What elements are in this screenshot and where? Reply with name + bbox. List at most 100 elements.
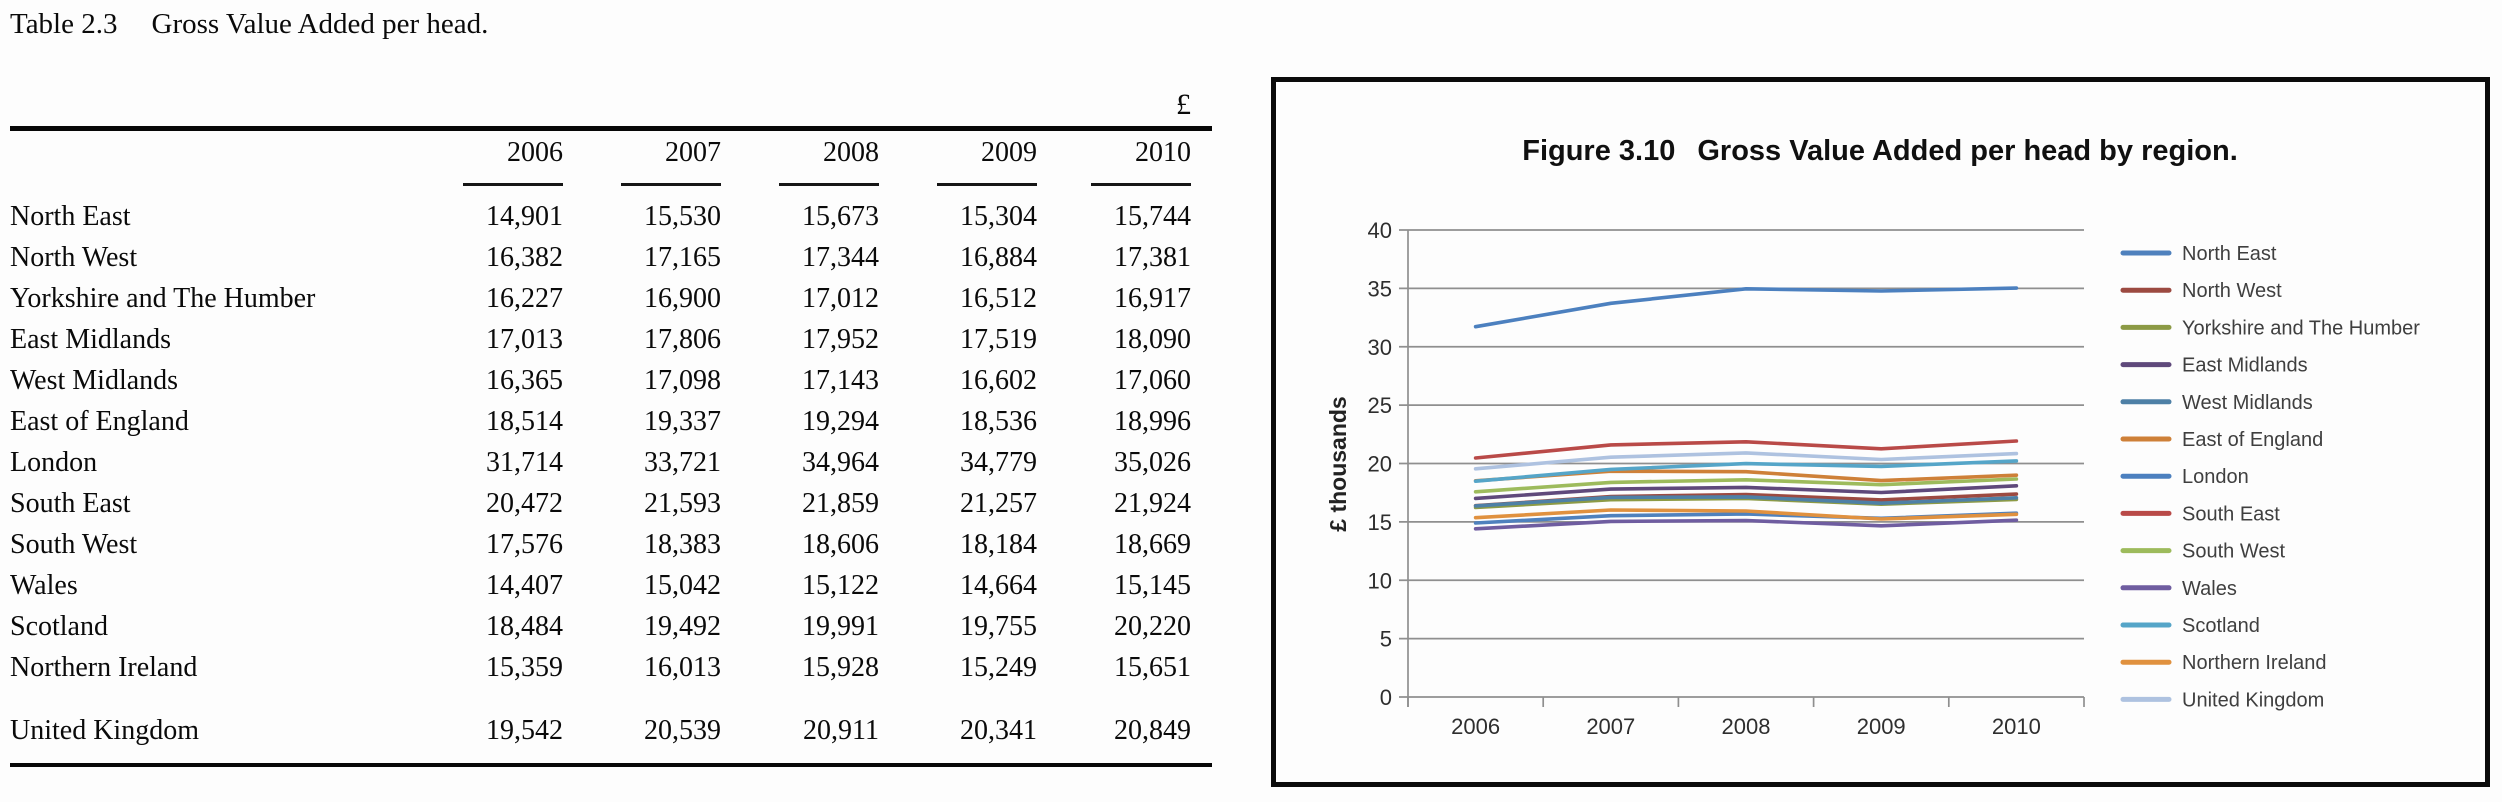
x-tick-label-2009: 2009	[1857, 714, 1906, 739]
value-cell: 14,664	[960, 570, 1037, 601]
x-tick-label-2006: 2006	[1451, 714, 1500, 739]
table-header-row: 2006 2007 2008 2009 2010	[10, 131, 1212, 196]
table-row: South West 17,576 18,383 18,606 18,184 18,669	[10, 524, 1212, 565]
year-header-2010: 2010	[1037, 131, 1212, 196]
region-name: North East	[10, 201, 131, 232]
region-name: London	[10, 447, 98, 478]
value-cell: 15,673	[802, 201, 879, 232]
table-row: London 31,714 33,721 34,964 34,779 35,026	[10, 442, 1212, 483]
value-cell: 16,365	[486, 365, 563, 396]
value-cell: 16,227	[486, 283, 563, 314]
series-line-east-midlands	[1473, 483, 2019, 501]
value-cell: 15,744	[1114, 201, 1191, 232]
series-line-south-east	[1473, 439, 2019, 460]
y-tick-label-0: 0	[1380, 685, 1392, 710]
region-name: South East	[10, 488, 131, 519]
value-cell: 19,991	[802, 611, 879, 642]
value-cell: 15,122	[802, 570, 879, 601]
region-name: East of England	[10, 406, 189, 437]
table-row: North West 16,382 17,165 17,344 16,884 17,381	[10, 237, 1212, 278]
y-tick-label-25: 25	[1368, 393, 1392, 418]
value-cell: 34,964	[802, 447, 879, 478]
value-cell: 19,492	[644, 611, 721, 642]
value-cell: 18,484	[486, 611, 563, 642]
legend-label-north-west: North West	[2182, 280, 2282, 302]
table-row: North East 14,901 15,530 15,673 15,304 15,744	[10, 196, 1212, 237]
legend-label-east-of-england: East of England	[2182, 429, 2323, 451]
table-number: Table 2.3	[10, 8, 118, 40]
spacer-row	[10, 688, 1212, 710]
value-cell: 20,472	[486, 488, 563, 519]
table-row: West Midlands 16,365 17,098 17,143 16,602 17,…	[10, 360, 1212, 401]
value-cell: 17,344	[802, 242, 879, 273]
table-row: Northern Ireland 15,359 16,013 15,928 15,249…	[10, 647, 1212, 688]
y-tick-label-5: 5	[1380, 627, 1392, 652]
y-tick-label-35: 35	[1368, 276, 1392, 301]
value-cell: 17,060	[1114, 365, 1191, 396]
value-cell: 21,593	[644, 488, 721, 519]
value-cell: 17,806	[644, 324, 721, 355]
table-title: Table 2.3 Gross Value Added per head.	[10, 6, 1212, 42]
region-name: North West	[10, 242, 138, 273]
value-cell: 20,849	[1114, 715, 1191, 746]
value-cell: 16,917	[1114, 283, 1191, 314]
legend-label-yorkshire-and-the-humber: Yorkshire and The Humber	[2182, 317, 2420, 339]
series-line-united-kingdom	[1473, 451, 2019, 471]
legend-label-london: London	[2182, 466, 2249, 488]
value-cell: 17,576	[486, 529, 563, 560]
value-cell: 15,530	[644, 201, 721, 232]
gva-line-chart: Figure 3.10 Gross Value Added per head by…	[1325, 135, 2420, 739]
value-cell: 14,901	[486, 201, 563, 232]
value-cell: 20,539	[644, 715, 721, 746]
year-header-2006: 2006	[405, 131, 563, 196]
legend-label-united-kingdom: United Kingdom	[2182, 689, 2324, 711]
value-cell: 15,042	[644, 570, 721, 601]
legend-label-south-west: South West	[2182, 541, 2285, 563]
value-cell: 20,220	[1114, 611, 1191, 642]
year-underline	[463, 183, 563, 186]
year-header-2008: 2008	[721, 131, 879, 196]
table-top-rule	[10, 126, 1212, 131]
value-cell: 17,519	[960, 324, 1037, 355]
value-cell: 17,098	[644, 365, 721, 396]
value-cell: 15,249	[960, 652, 1037, 683]
region-name: United Kingdom	[10, 715, 199, 746]
year-underline	[621, 183, 721, 186]
value-cell: 17,381	[1114, 242, 1191, 273]
value-cell: 18,606	[802, 529, 879, 560]
gva-table-section: Table 2.3 Gross Value Added per head. £ 2…	[10, 6, 1212, 767]
value-cell: 33,721	[644, 447, 721, 478]
year-header-2009: 2009	[879, 131, 1037, 196]
value-cell: 16,884	[960, 242, 1037, 273]
year-label: 2010	[1135, 137, 1191, 168]
value-cell: 15,304	[960, 201, 1037, 232]
year-underline	[937, 183, 1037, 186]
value-cell: 19,755	[960, 611, 1037, 642]
value-cell: 18,996	[1114, 406, 1191, 437]
series-line-wales	[1473, 518, 2019, 531]
y-tick-label-15: 15	[1368, 510, 1392, 535]
value-cell: 21,257	[960, 488, 1037, 519]
legend-label-east-midlands: East Midlands	[2182, 355, 2308, 377]
x-tick-label-2007: 2007	[1586, 714, 1635, 739]
legend-label-wales: Wales	[2182, 578, 2237, 600]
table-caption: Gross Value Added per head.	[151, 8, 489, 40]
figure-title: Figure 3.10 Gross Value Added per head by…	[1522, 135, 2238, 167]
value-cell: 17,952	[802, 324, 879, 355]
y-tick-label-20: 20	[1368, 452, 1392, 477]
year-label: 2008	[823, 137, 879, 168]
year-underline	[779, 183, 879, 186]
series-line-west-midlands	[1473, 495, 2019, 508]
value-cell: 16,382	[486, 242, 563, 273]
year-label: 2009	[981, 137, 1037, 168]
value-cell: 17,013	[486, 324, 563, 355]
series-line-london	[1473, 286, 2019, 329]
value-cell: 34,779	[960, 447, 1037, 478]
series-line-scotland	[1473, 459, 2019, 484]
region-name: Scotland	[10, 611, 108, 642]
value-cell: 21,859	[802, 488, 879, 519]
year-label: 2007	[665, 137, 721, 168]
region-name: East Midlands	[10, 324, 171, 355]
value-cell: 16,602	[960, 365, 1037, 396]
legend-label-south-east: South East	[2182, 503, 2280, 525]
